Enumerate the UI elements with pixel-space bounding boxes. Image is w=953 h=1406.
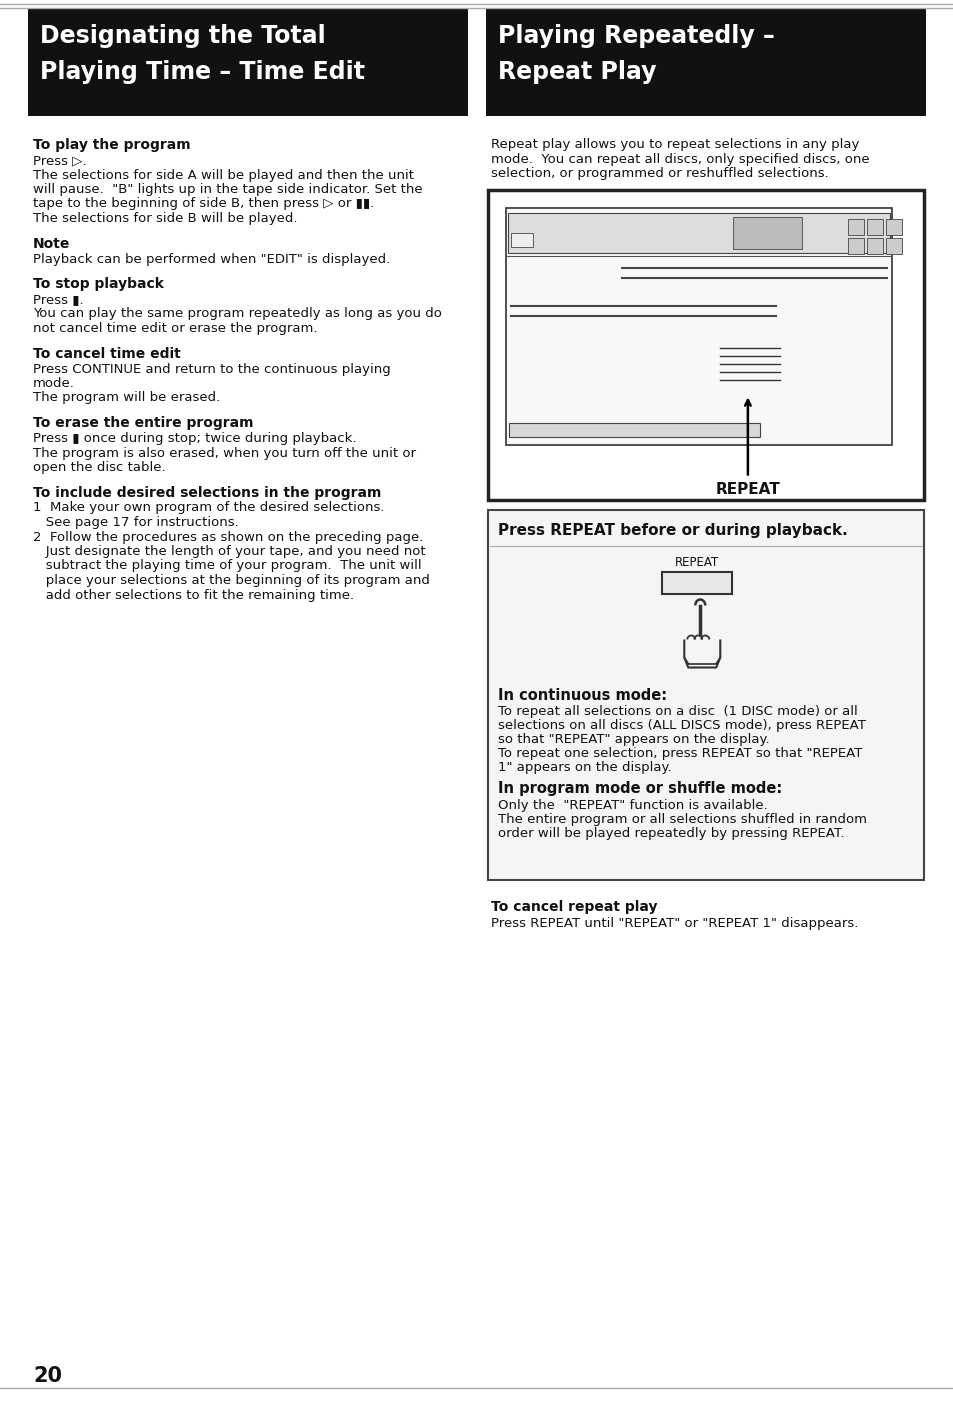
Text: Repeat Play: Repeat Play [497,60,656,84]
Bar [885,238,901,253]
Text: so that "REPEAT" appears on the display.: so that "REPEAT" appears on the display. [497,734,769,747]
Text: The selections for side A will be played and then the unit: The selections for side A will be played… [33,169,414,181]
Text: You can play the same program repeatedly as long as you do: You can play the same program repeatedly… [33,308,441,321]
Text: Designating the Total: Designating the Total [40,24,325,48]
Text: To cancel repeat play: To cancel repeat play [491,900,657,914]
Text: Repeat play allows you to repeat selections in any play: Repeat play allows you to repeat selecti… [491,138,859,150]
Bar [28,8,468,117]
Bar [847,238,863,253]
Bar [885,218,901,235]
Text: will pause.  "B" lights up in the tape side indicator. Set the: will pause. "B" lights up in the tape si… [33,183,422,195]
Text: See page 17 for instructions.: See page 17 for instructions. [33,516,238,529]
Text: tape to the beginning of side B, then press ▷ or ▮▮.: tape to the beginning of side B, then pr… [33,197,374,211]
Bar [488,509,923,880]
Text: To include desired selections in the program: To include desired selections in the pro… [33,485,381,499]
Text: Playing Time – Time Edit: Playing Time – Time Edit [40,60,365,84]
Text: 1" appears on the display.: 1" appears on the display. [497,762,671,775]
Text: mode.: mode. [33,377,74,389]
Bar [847,218,863,235]
Text: order will be played repeatedly by pressing REPEAT.: order will be played repeatedly by press… [497,828,843,841]
Bar [488,190,923,499]
Text: The program will be erased.: The program will be erased. [33,391,220,405]
Text: Only the  "REPEAT" function is available.: Only the "REPEAT" function is available. [497,800,767,813]
Bar [509,422,760,436]
Text: The program is also erased, when you turn off the unit or: The program is also erased, when you tur… [33,447,416,460]
Text: The selections for side B will be played.: The selections for side B will be played… [33,212,297,225]
Text: To repeat all selections on a disc  (1 DISC mode) or all: To repeat all selections on a disc (1 DI… [497,706,857,718]
Text: 1  Make your own program of the desired selections.: 1 Make your own program of the desired s… [33,502,384,515]
Text: open the disc table.: open the disc table. [33,461,166,474]
Text: add other selections to fit the remaining time.: add other selections to fit the remainin… [33,589,354,602]
Text: In continuous mode:: In continuous mode: [497,688,666,703]
Bar [732,217,801,249]
Text: not cancel time edit or erase the program.: not cancel time edit or erase the progra… [33,322,317,335]
Text: place your selections at the beginning of its program and: place your selections at the beginning o… [33,574,430,586]
Text: REPEAT: REPEAT [675,555,719,568]
Text: Just designate the length of your tape, and you need not: Just designate the length of your tape, … [33,546,425,558]
Text: Press CONTINUE and return to the continuous playing: Press CONTINUE and return to the continu… [33,363,391,375]
Text: To cancel time edit: To cancel time edit [33,346,180,360]
Text: To stop playback: To stop playback [33,277,164,291]
Bar [505,208,891,444]
Text: Press ▮ once during stop; twice during playback.: Press ▮ once during stop; twice during p… [33,432,356,446]
Text: Press REPEAT before or during playback.: Press REPEAT before or during playback. [497,523,847,538]
Text: To play the program: To play the program [33,138,191,152]
Text: To erase the entire program: To erase the entire program [33,416,253,430]
Text: Note: Note [33,236,71,250]
Text: selections on all discs (ALL DISCS mode), press REPEAT: selections on all discs (ALL DISCS mode)… [497,720,865,733]
Text: To repeat one selection, press REPEAT so that "REPEAT: To repeat one selection, press REPEAT so… [497,748,862,761]
Text: Playback can be performed when "EDIT" is displayed.: Playback can be performed when "EDIT" is… [33,253,390,266]
Bar [507,212,889,253]
Bar [485,8,925,117]
Text: Playing Repeatedly –: Playing Repeatedly – [497,24,774,48]
Text: mode.  You can repeat all discs, only specified discs, one: mode. You can repeat all discs, only spe… [491,152,869,166]
Text: The entire program or all selections shuffled in random: The entire program or all selections shu… [497,814,866,827]
Text: subtract the playing time of your program.  The unit will: subtract the playing time of your progra… [33,560,421,572]
Text: selection, or programmed or reshuffled selections.: selection, or programmed or reshuffled s… [491,167,828,180]
Bar [866,218,882,235]
Text: 2  Follow the procedures as shown on the preceding page.: 2 Follow the procedures as shown on the … [33,530,423,544]
Text: Press ▷.: Press ▷. [33,155,87,167]
Bar [661,571,732,593]
Text: In program mode or shuffle mode:: In program mode or shuffle mode: [497,782,781,797]
Text: Press REPEAT until "REPEAT" or "REPEAT 1" disappears.: Press REPEAT until "REPEAT" or "REPEAT 1… [491,917,858,929]
Text: REPEAT: REPEAT [715,482,780,498]
Text: 20: 20 [33,1367,62,1386]
Bar [511,232,533,246]
Bar [866,238,882,253]
Text: Press ▮.: Press ▮. [33,292,84,307]
